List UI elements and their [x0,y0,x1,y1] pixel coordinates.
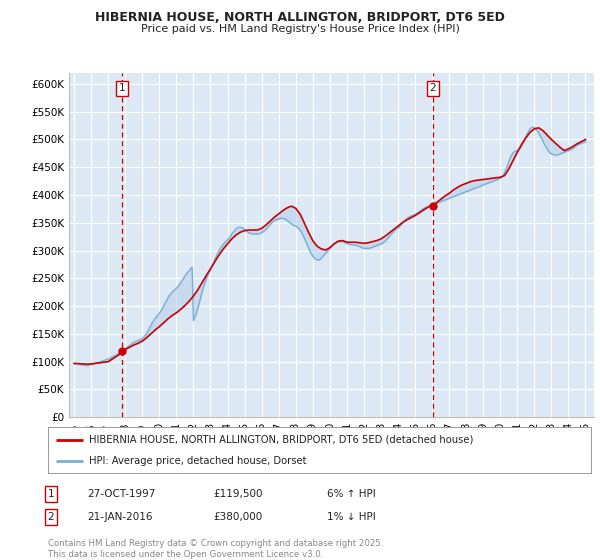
Text: £380,000: £380,000 [213,512,262,522]
Text: HIBERNIA HOUSE, NORTH ALLINGTON, BRIDPORT, DT6 5ED (detached house): HIBERNIA HOUSE, NORTH ALLINGTON, BRIDPOR… [89,435,473,445]
Text: Contains HM Land Registry data © Crown copyright and database right 2025.
This d: Contains HM Land Registry data © Crown c… [48,539,383,559]
Text: 1: 1 [119,83,125,94]
Text: HPI: Average price, detached house, Dorset: HPI: Average price, detached house, Dors… [89,456,306,466]
Text: 27-OCT-1997: 27-OCT-1997 [87,489,155,499]
Text: 21-JAN-2016: 21-JAN-2016 [87,512,152,522]
Text: 2: 2 [430,83,436,94]
Text: 1% ↓ HPI: 1% ↓ HPI [327,512,376,522]
Text: 1: 1 [47,489,55,499]
Text: Price paid vs. HM Land Registry's House Price Index (HPI): Price paid vs. HM Land Registry's House … [140,24,460,34]
Text: HIBERNIA HOUSE, NORTH ALLINGTON, BRIDPORT, DT6 5ED: HIBERNIA HOUSE, NORTH ALLINGTON, BRIDPOR… [95,11,505,24]
Text: £119,500: £119,500 [213,489,263,499]
Text: 2: 2 [47,512,55,522]
Text: 6% ↑ HPI: 6% ↑ HPI [327,489,376,499]
